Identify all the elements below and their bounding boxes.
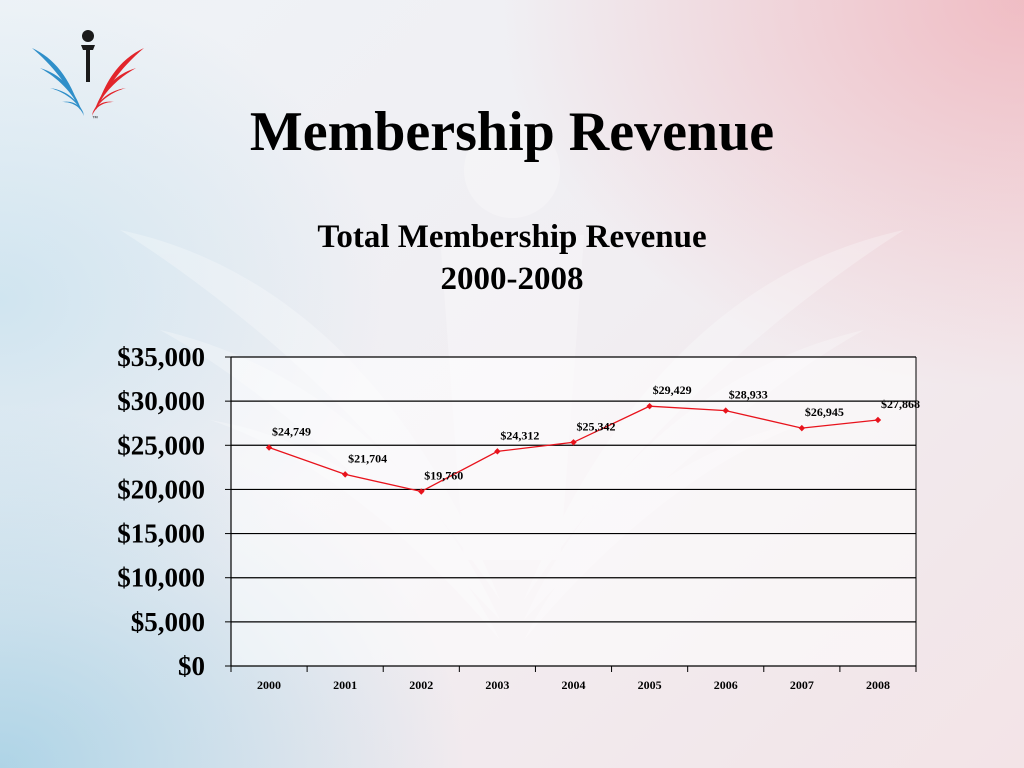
- x-axis-tick-labels: 2000 2001 2002 2003 2004 2005 2006 2007 2008: [257, 678, 890, 692]
- data-point: [874, 416, 882, 424]
- plot-area: [231, 357, 916, 666]
- data-point: [646, 402, 653, 410]
- data-label: $28,933: [729, 388, 768, 402]
- x-tick-label: 2008: [866, 678, 890, 692]
- data-point: [798, 424, 806, 432]
- x-tick-label: 2003: [485, 678, 509, 692]
- x-tick-label: 2002: [409, 678, 433, 692]
- data-point: [494, 448, 501, 455]
- data-label: $29,429: [653, 383, 692, 397]
- data-label: $24,749: [272, 425, 311, 439]
- data-label: $25,342: [577, 419, 616, 433]
- data-point: [418, 488, 425, 495]
- y-tick-label: $25,000: [117, 430, 205, 460]
- chart-title-block: Total Membership Revenue 2000-2008: [0, 216, 1024, 300]
- x-tick-label: 2006: [714, 678, 738, 692]
- y-tick-label: $0: [178, 651, 205, 681]
- trademark-symbol: ™: [92, 115, 98, 122]
- slide-title: Membership Revenue: [249, 101, 775, 163]
- data-point: [341, 471, 349, 478]
- y-tick-label: $35,000: [117, 342, 205, 372]
- data-label: $24,312: [500, 428, 539, 442]
- data-point: [570, 439, 577, 446]
- x-tick-label: 2001: [333, 678, 357, 692]
- series-revenue: [265, 402, 882, 495]
- data-point: [265, 444, 273, 451]
- y-tick-label: $30,000: [117, 386, 205, 416]
- data-label: $26,945: [805, 405, 844, 419]
- y-tick-label: $20,000: [117, 474, 205, 504]
- y-tick-label: $15,000: [117, 519, 205, 549]
- y-axis-tick-labels: $0 $5,000 $10,000 $15,000 $20,000 $25,000 $30,…: [117, 342, 205, 681]
- data-label: $19,760: [424, 469, 463, 483]
- y-tick-label: $5,000: [131, 607, 205, 637]
- data-label: $21,704: [348, 451, 387, 465]
- data-label: $27,868: [881, 397, 920, 411]
- chart-title: Total Membership Revenue: [317, 219, 707, 255]
- x-tick-label: 2000: [257, 678, 281, 692]
- axes: [230, 357, 917, 672]
- x-tick-label: 2007: [790, 678, 814, 692]
- open-book-figure-logo: [32, 30, 144, 116]
- data-labels: $24,749 $21,704 $19,760 $24,312 $25,342 $29,4…: [272, 383, 920, 482]
- x-tick-label: 2004: [562, 678, 586, 692]
- data-point: [722, 407, 729, 414]
- chart-subtitle: 2000-2008: [440, 261, 584, 297]
- x-tick-label: 2005: [638, 678, 662, 692]
- organization-logo: ™: [32, 30, 144, 122]
- y-tick-label: $10,000: [117, 563, 205, 593]
